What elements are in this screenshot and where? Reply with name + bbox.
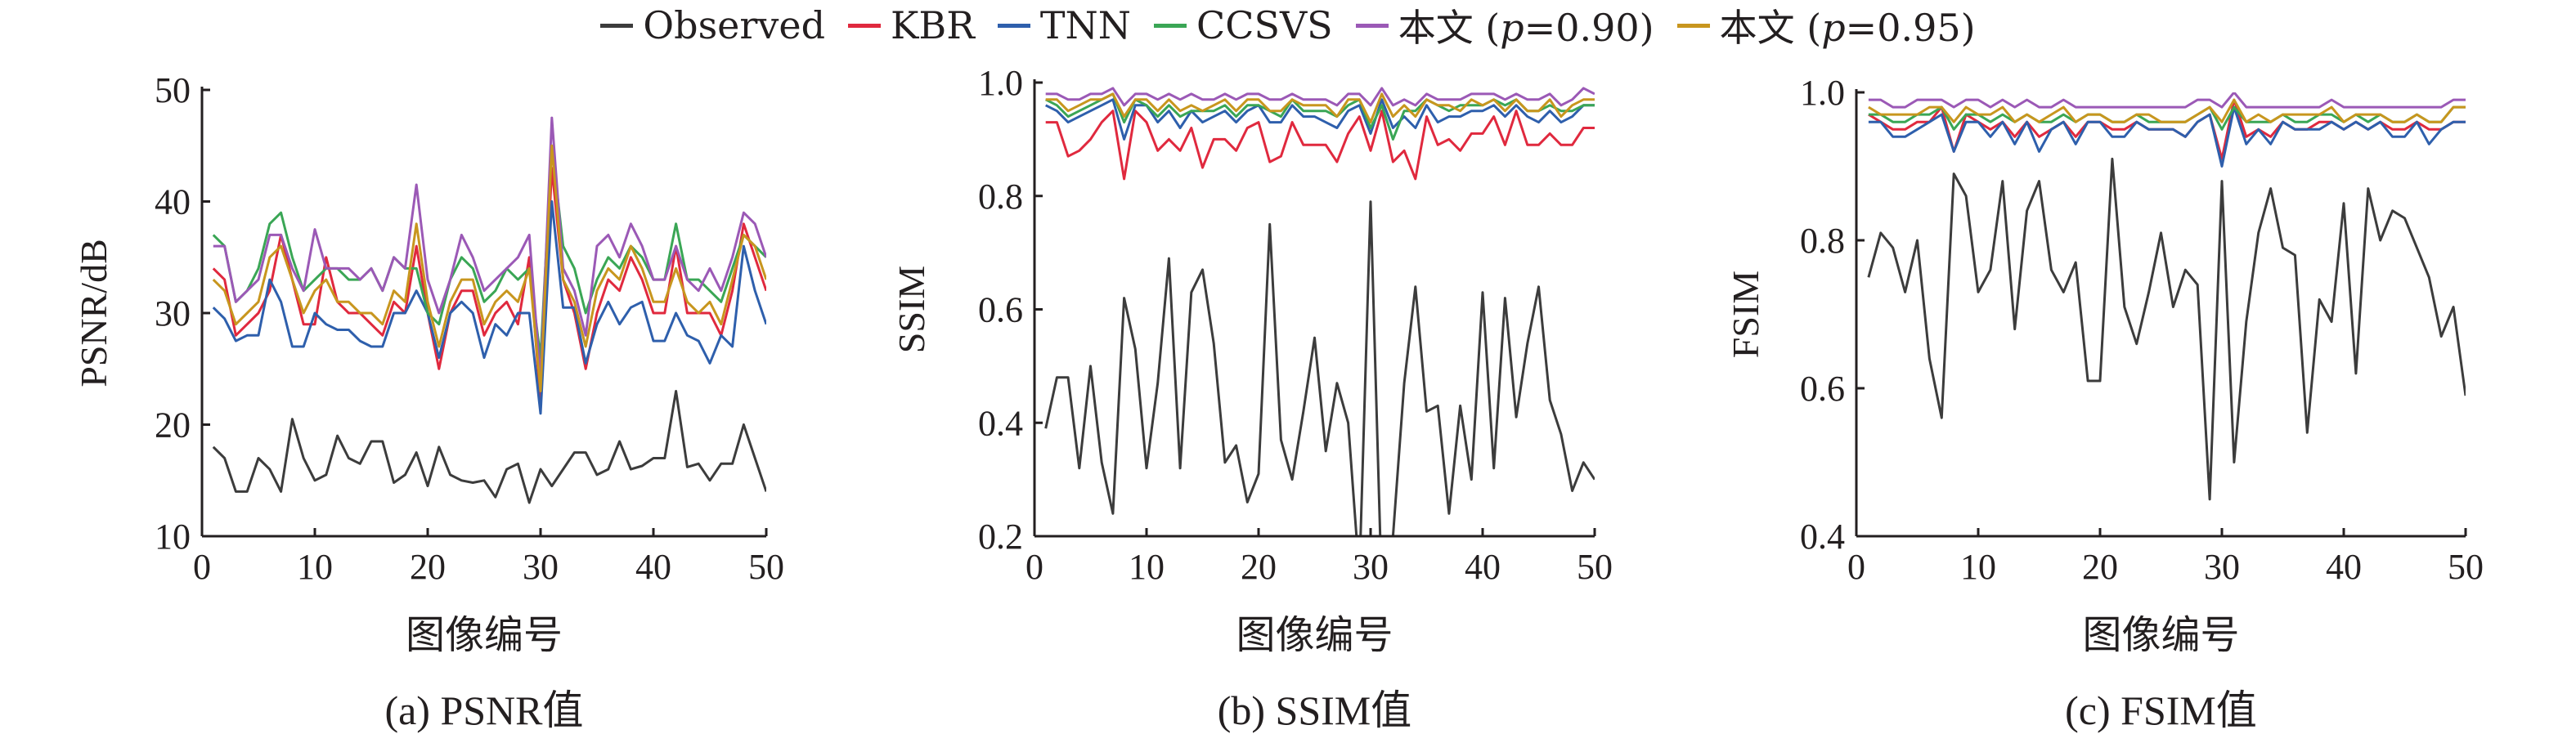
chart-panel-2: 0.2 0.4 0.6 0.8 1.0 0 10 20 30 40 50 图像编号 SSIM (b) SS… — [891, 63, 1613, 733]
y-tick-label: 0.2 — [978, 517, 1023, 557]
x-tick-label: 30 — [2204, 547, 2240, 587]
series-line-observed — [212, 390, 766, 504]
series-line-tnn — [212, 200, 766, 415]
legend-swatch-ccsvs — [1154, 23, 1187, 28]
y-tick-label: 0.4 — [978, 403, 1023, 443]
legend-item-ours-p095: 本文 (p=0.95) — [1676, 0, 1976, 52]
series-line-observed — [1867, 157, 2466, 501]
legend-swatch-observed — [600, 23, 634, 28]
legend-item-kbr: KBR — [848, 3, 975, 47]
x-axis-label: 图像编号 — [1236, 614, 1393, 657]
y-tick-label: 10 — [155, 517, 191, 557]
y-axis-label: PSNR/dB — [73, 239, 114, 387]
y-tick-label: 0.8 — [978, 177, 1023, 217]
series-line-kbr — [212, 167, 766, 404]
x-tick-label: 10 — [1129, 547, 1165, 587]
legend-swatch-kbr — [848, 23, 882, 28]
y-tick-label: 1.0 — [1800, 73, 1845, 113]
y-tick-label: 20 — [155, 405, 191, 445]
x-tick-label: 20 — [2082, 547, 2118, 587]
x-tick-label: 40 — [2326, 547, 2362, 587]
x-tick-label: 0 — [1847, 547, 1865, 587]
x-tick-label: 40 — [1465, 547, 1501, 587]
legend-item-ours-p090: 本文 (p=0.90) — [1355, 0, 1654, 52]
legend-label-tnn: TNN — [1039, 3, 1132, 47]
y-tick-label: 40 — [155, 182, 191, 222]
y-tick-label: 50 — [155, 70, 191, 110]
x-tick-label: 0 — [193, 547, 211, 587]
x-axis-label: 图像编号 — [406, 614, 563, 657]
legend-label-kbr: KBR — [891, 3, 975, 47]
legend-label-ours-p090: 本文 (p=0.90) — [1398, 6, 1654, 50]
x-tick-label: 50 — [2448, 547, 2484, 587]
series-group — [212, 116, 766, 504]
x-tick-label: 40 — [635, 547, 671, 587]
legend-swatch-ours-p090 — [1355, 23, 1389, 28]
legend-label-observed: Observed — [643, 3, 826, 47]
series-line-ours90 — [213, 116, 766, 382]
x-tick-label: 50 — [1577, 547, 1613, 587]
x-tick-label: 20 — [410, 547, 446, 587]
series-line-ours90 — [1045, 87, 1595, 107]
series-line-ours95 — [1868, 98, 2466, 123]
y-tick-label: 0.6 — [1800, 369, 1845, 409]
y-tick-label: 30 — [155, 293, 191, 333]
series-group — [1044, 87, 1595, 536]
series-line-ours95 — [212, 144, 766, 392]
panel-caption: (c) FSIM值 — [2065, 687, 2257, 733]
x-tick-label: 50 — [748, 547, 784, 587]
series-line-ours90 — [1868, 92, 2466, 109]
chart-panel-3: 0.4 0.6 0.8 1.0 0 10 20 30 40 50 图像编号 FSIM (c) FSIM值 — [1725, 73, 2484, 733]
legend-label-ours-p095: 本文 (p=0.95) — [1719, 6, 1976, 50]
x-tick-label: 10 — [1960, 547, 1996, 587]
y-tick-label: 1.0 — [978, 63, 1023, 103]
x-tick-label: 10 — [297, 547, 333, 587]
y-tick-label: 0.8 — [1800, 221, 1845, 261]
x-axis-label: 图像编号 — [2082, 614, 2239, 657]
legend-swatch-ours-p095 — [1676, 23, 1710, 28]
legend-item-ccsvs: CCSVS — [1154, 3, 1333, 47]
y-tick-label: 0.6 — [978, 290, 1023, 330]
y-tick-label: 0.4 — [1800, 517, 1845, 557]
legend: Observed KBR TNN CCSVS 本文 (p=0.90) 本文 (p… — [0, 0, 2576, 51]
series-line-ours95 — [1045, 92, 1595, 124]
panel-caption: (a) PSNR值 — [384, 687, 583, 733]
x-tick-label: 0 — [1025, 547, 1043, 587]
x-tick-label: 30 — [523, 547, 559, 587]
x-tick-label: 20 — [1241, 547, 1277, 587]
series-group — [1867, 92, 2466, 501]
series-line-ccsvs — [212, 144, 766, 360]
legend-swatch-tnn — [997, 23, 1030, 28]
series-line-tnn — [1045, 98, 1595, 141]
y-axis-label: SSIM — [891, 266, 932, 353]
legend-label-ccsvs: CCSVS — [1196, 3, 1333, 47]
series-line-tnn — [1868, 105, 2466, 168]
y-axis-label: FSIM — [1725, 271, 1766, 358]
legend-item-tnn: TNN — [997, 3, 1132, 47]
series-line-observed — [1044, 200, 1595, 536]
legend-item-observed: Observed — [600, 3, 825, 47]
series-line-kbr — [1045, 110, 1595, 181]
x-tick-label: 30 — [1353, 547, 1389, 587]
panel-caption: (b) SSIM值 — [1218, 687, 1412, 733]
